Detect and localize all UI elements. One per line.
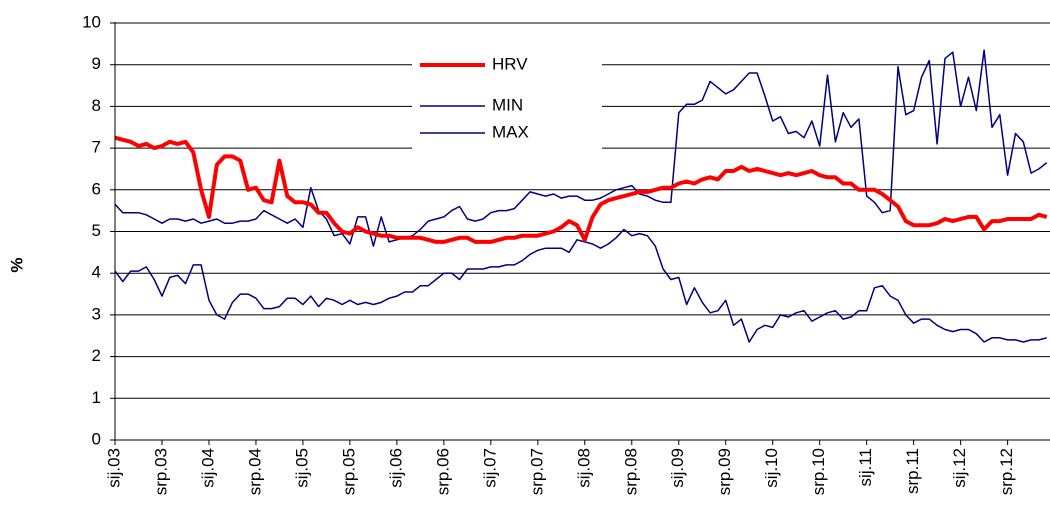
y-tick-label: 4 [92, 263, 101, 282]
x-tick-label: srp.05 [339, 448, 358, 495]
legend-label: HRV [492, 54, 528, 73]
y-tick-label: 1 [92, 388, 101, 407]
x-tick-label: sij.12 [950, 448, 969, 488]
legend: HRV MIN MAX [420, 54, 529, 141]
y-tick-label: 10 [82, 12, 101, 31]
x-tick-label: sij.04 [198, 448, 217, 488]
y-tick-label: 0 [92, 429, 101, 448]
y-tick-label: 8 [92, 96, 101, 115]
series-line [114, 135, 1048, 244]
series-line [114, 228, 1047, 343]
y-tick-label: 7 [92, 138, 101, 157]
x-tick-label: srp.10 [809, 448, 828, 495]
y-tick-label: 6 [92, 179, 101, 198]
x-tick-label: sij.11 [856, 448, 875, 486]
x-tick-label: srp.09 [715, 448, 734, 495]
x-tick-label: sij.06 [386, 448, 405, 488]
x-tick-label: sij.07 [480, 448, 499, 488]
legend-label: MAX [492, 122, 529, 141]
y-tick-label: 5 [92, 221, 101, 240]
x-tick-label: srp.08 [621, 448, 640, 495]
x-tick-label: srp.11 [903, 448, 922, 494]
x-tick-label: sij.03 [104, 448, 123, 488]
x-tick-label: srp.04 [245, 448, 264, 495]
x-tick-label: srp.07 [527, 448, 546, 495]
x-tick-label: sij.09 [668, 448, 687, 488]
x-tick-label: srp.12 [997, 448, 1016, 495]
legend-label: MIN [492, 95, 523, 114]
x-tick-label: sij.08 [574, 448, 593, 488]
x-tick-label: srp.03 [151, 448, 170, 495]
lines [114, 49, 1048, 343]
x-tick-label: sij.05 [292, 448, 311, 488]
y-axis-label: % [7, 257, 26, 272]
y-tick-label: 9 [92, 54, 101, 73]
x-tick-label: sij.10 [762, 448, 781, 488]
series-line [114, 49, 1048, 247]
x-tick-label: srp.06 [433, 448, 452, 495]
y-tick-label: 2 [92, 346, 101, 365]
y-tick-label: 3 [92, 304, 101, 323]
